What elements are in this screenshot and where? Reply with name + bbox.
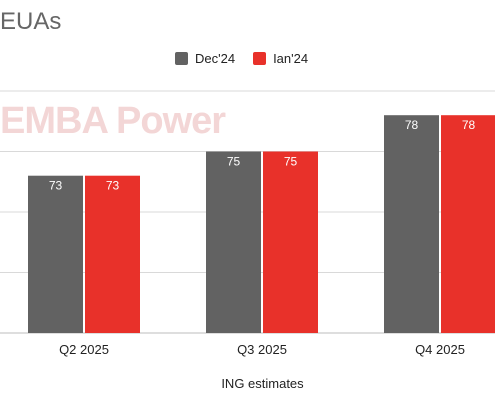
legend-item-series-2: Ian'24 [253,51,308,66]
bar-1-q2-2025 [28,175,83,333]
data-label: 73 [49,179,63,193]
data-label: 78 [462,118,476,132]
bar-1-q3-2025 [206,151,261,333]
data-label: 75 [284,155,298,169]
bar-2-q2-2025 [85,175,140,333]
chart-title: EUAs [0,8,62,35]
legend-label-series-1: Dec'24 [195,51,236,66]
x-axis-label: ING estimates [221,376,304,391]
data-label: 75 [227,155,241,169]
x-tick-label: Q3 2025 [237,342,287,357]
legend: Dec'24 Ian'24 [175,51,326,66]
legend-swatch-series-1 [175,52,188,65]
legend-item-series-1: Dec'24 [175,51,235,66]
legend-label-series-2: Ian'24 [273,51,309,66]
x-tick-label: Q4 2025 [415,342,465,357]
watermark-text: EMBA Power [0,100,226,142]
bar-1-q4-2025 [384,115,439,333]
data-label: 78 [405,118,419,132]
data-label: 73 [106,179,120,193]
bar-2-q3-2025 [263,151,318,333]
bar-2-q4-2025 [441,115,495,333]
legend-swatch-series-2 [253,52,267,65]
watermark-logo: EMBA Power [0,100,226,143]
x-tick-label: Q2 2025 [59,342,109,357]
